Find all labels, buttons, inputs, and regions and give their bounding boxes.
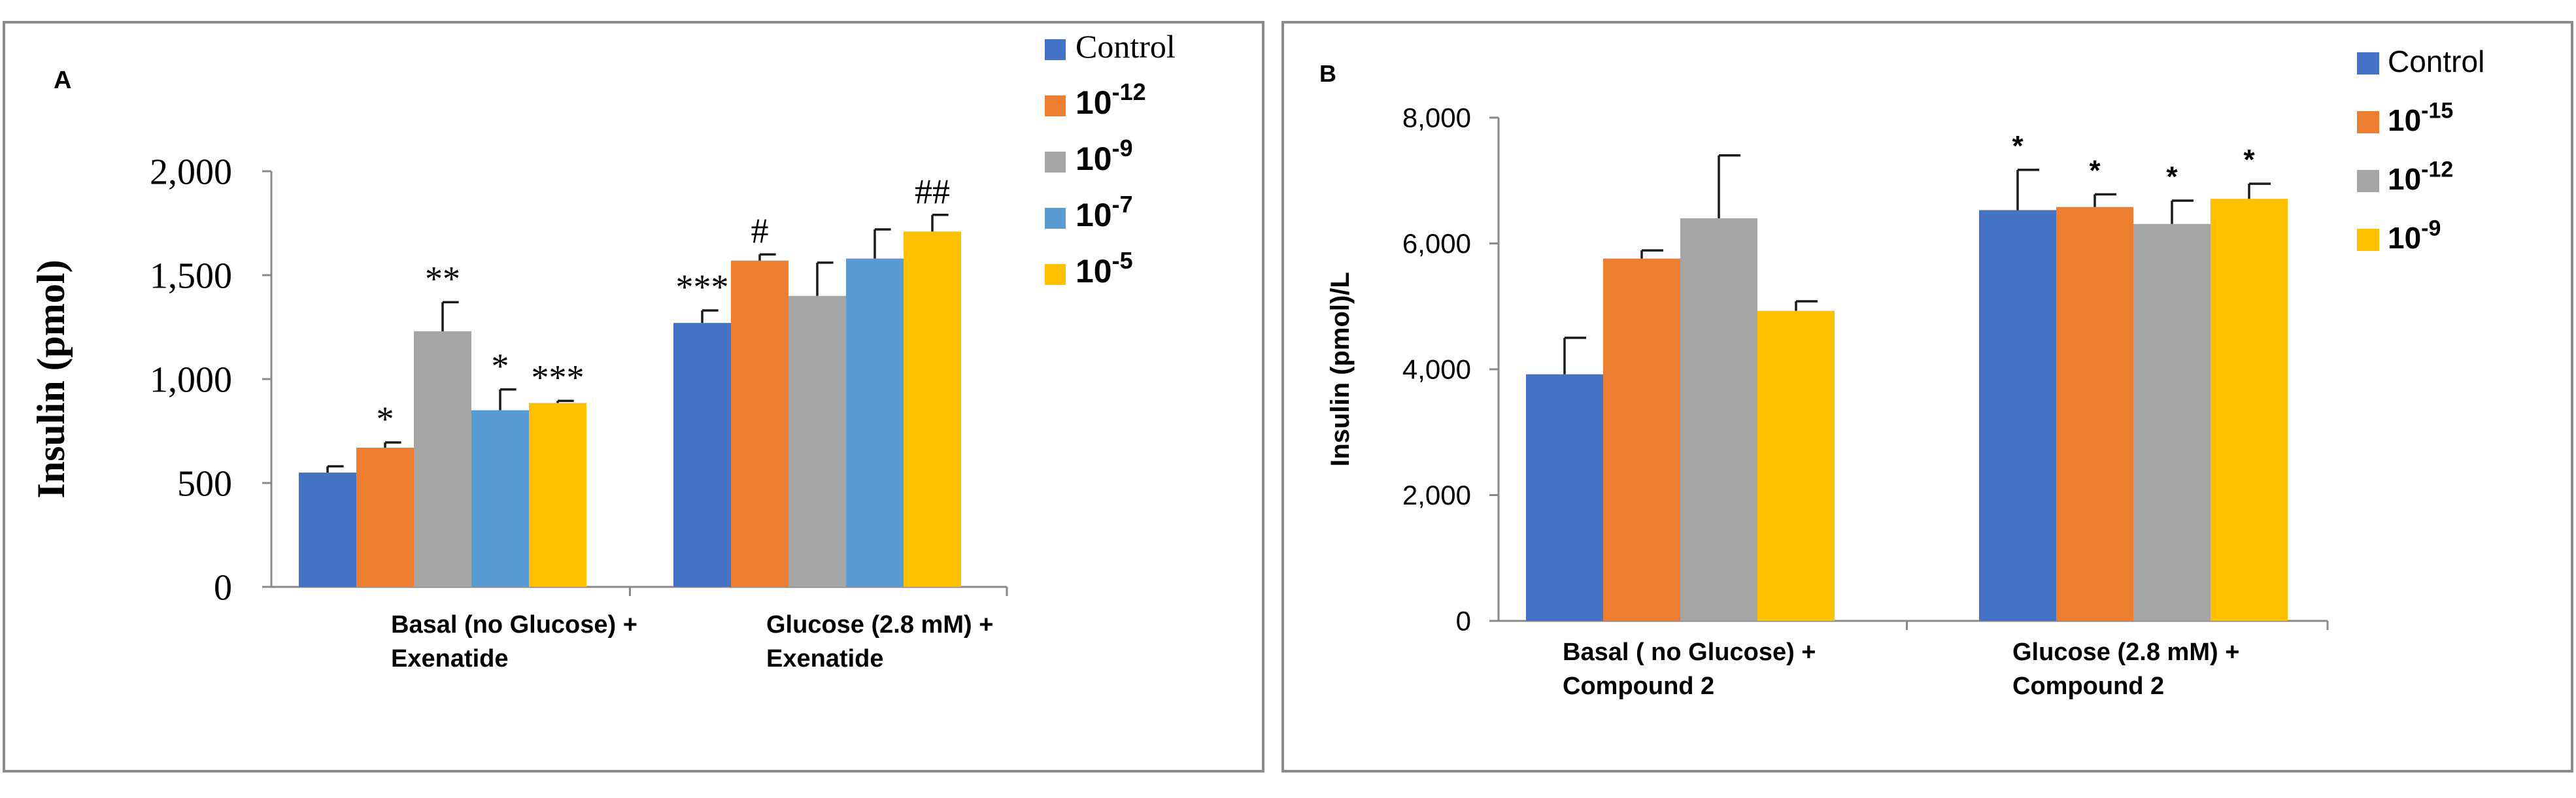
legend-label-base: 10 bbox=[1076, 197, 1112, 233]
y-tick-label: 8,000 bbox=[1402, 103, 1471, 133]
legend-label: 10-15 bbox=[2388, 99, 2453, 137]
legend-label-exponent: -7 bbox=[1112, 191, 1133, 218]
bar bbox=[846, 258, 904, 587]
bar bbox=[2133, 224, 2211, 622]
y-tick-label: 0 bbox=[1456, 606, 1471, 637]
y-tick-label: 2,000 bbox=[150, 152, 232, 193]
panel-b-frame bbox=[1281, 21, 2573, 773]
significance-annotation: *** bbox=[532, 357, 585, 397]
legend-swatch bbox=[2357, 170, 2379, 192]
y-tick-label: 4,000 bbox=[1402, 354, 1471, 385]
bar bbox=[1603, 258, 1680, 622]
legend-label: 10-9 bbox=[1076, 135, 1133, 177]
category-label: Exenatide bbox=[766, 645, 884, 673]
significance-annotation: * bbox=[377, 399, 394, 439]
legend-label-base: 10 bbox=[2388, 103, 2421, 137]
significance-annotation: ** bbox=[425, 259, 460, 298]
significance-annotation: * bbox=[2243, 144, 2255, 176]
bar bbox=[2056, 207, 2133, 621]
legend-swatch bbox=[2357, 111, 2379, 133]
legend-swatch bbox=[1045, 95, 1066, 116]
bar bbox=[2211, 199, 2288, 622]
significance-annotation: * bbox=[492, 346, 509, 386]
legend-label-base: Control bbox=[2388, 44, 2484, 78]
bar bbox=[904, 231, 961, 588]
legend-label-base: 10 bbox=[1076, 84, 1112, 121]
legend-label: 10-9 bbox=[2388, 216, 2441, 255]
legend-label-base: 10 bbox=[1076, 141, 1112, 177]
legend-swatch bbox=[1045, 208, 1066, 229]
bar bbox=[673, 323, 731, 587]
bar bbox=[529, 403, 586, 587]
legend-swatch bbox=[1045, 152, 1066, 173]
significance-annotation: *** bbox=[676, 267, 729, 307]
legend-label: 10-7 bbox=[1076, 191, 1133, 233]
category-label: Glucose (2.8 mM) + bbox=[766, 611, 993, 639]
bar bbox=[1526, 374, 1603, 621]
legend-swatch bbox=[2357, 52, 2379, 75]
significance-annotation: # bbox=[751, 211, 769, 250]
legend-label-base: 10 bbox=[2388, 162, 2421, 196]
bar bbox=[788, 295, 846, 587]
y-tick-label: 6,000 bbox=[1402, 228, 1471, 259]
legend-swatch bbox=[1045, 39, 1066, 60]
legend-label-exponent: -12 bbox=[2421, 158, 2453, 182]
legend-label: 10-5 bbox=[1076, 247, 1133, 290]
legend-label-exponent: -9 bbox=[2421, 216, 2441, 241]
legend-label: Control bbox=[2388, 44, 2484, 78]
legend-label-exponent: -5 bbox=[1112, 247, 1133, 274]
significance-annotation: * bbox=[2166, 161, 2178, 193]
y-axis-label: Insulin (pmol) bbox=[29, 259, 73, 498]
panel-a-frame bbox=[3, 21, 1264, 773]
legend-label-base: 10 bbox=[1076, 253, 1112, 290]
bar bbox=[299, 473, 356, 587]
legend-label: Control bbox=[1076, 28, 1176, 65]
legend-label-exponent: -15 bbox=[2421, 99, 2453, 124]
legend-label-base: Control bbox=[1076, 28, 1176, 65]
legend-swatch bbox=[2357, 229, 2379, 251]
bar bbox=[356, 447, 414, 587]
category-label: Compound 2 bbox=[2012, 673, 2164, 700]
legend-label: 10-12 bbox=[2388, 158, 2453, 196]
category-label: Basal (no Glucose) + bbox=[391, 611, 637, 639]
panel-b-chart: B 0 2,000 4,000 6,000 8,000 Insulin (pmol)/L Ba… bbox=[1319, 44, 2484, 700]
significance-annotation: * bbox=[2012, 130, 2024, 162]
bar bbox=[1979, 210, 2056, 621]
legend-swatch bbox=[1045, 264, 1066, 285]
bar bbox=[731, 260, 788, 587]
bar bbox=[1757, 310, 1835, 621]
significance-annotation: * bbox=[2089, 154, 2101, 186]
category-label: Exenatide bbox=[391, 645, 509, 673]
y-tick-label: 2,000 bbox=[1402, 480, 1471, 510]
category-label: Compound 2 bbox=[1563, 673, 1714, 700]
legend-label-base: 10 bbox=[2388, 221, 2421, 255]
legend-label-exponent: -12 bbox=[1112, 78, 1146, 105]
category-label: Glucose (2.8 mM) + bbox=[2012, 639, 2239, 666]
bar bbox=[1680, 218, 1757, 621]
y-tick-label: 500 bbox=[177, 464, 232, 505]
category-label: Basal ( no Glucose) + bbox=[1563, 639, 1816, 666]
y-tick-label: 1,000 bbox=[150, 360, 232, 401]
bar bbox=[471, 410, 529, 587]
significance-annotation: ## bbox=[915, 172, 950, 211]
panel-a-chart: A 0 500 1,000 1,500 2,000 Insulin (pmol) Basal … bbox=[29, 28, 1176, 673]
y-tick-label: 1,500 bbox=[150, 256, 232, 297]
bar bbox=[414, 331, 471, 587]
y-tick-label: 0 bbox=[214, 568, 232, 608]
y-axis-label: Insulin (pmol)/L bbox=[1326, 272, 1355, 467]
panel-label: B bbox=[1319, 60, 1336, 87]
panel-label: A bbox=[54, 67, 71, 94]
legend-label: 10-12 bbox=[1076, 78, 1146, 121]
legend-label-exponent: -9 bbox=[1112, 135, 1133, 161]
